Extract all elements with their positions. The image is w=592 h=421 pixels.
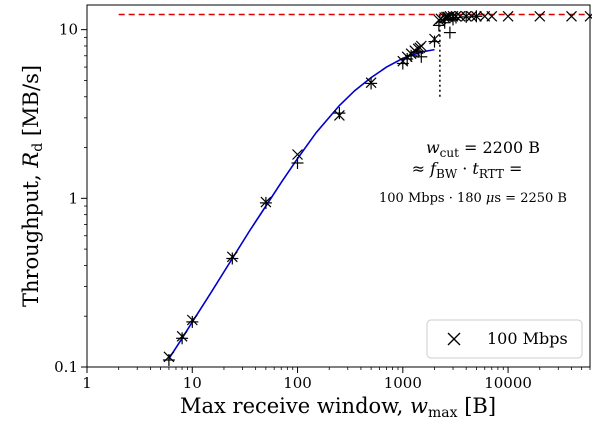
y-axis-title-unit: [MB/s]	[19, 65, 43, 143]
x-axis-title-var: w	[410, 394, 428, 418]
annotation-w-rest: = 2200 B	[459, 138, 540, 157]
data-point-plus	[444, 27, 456, 39]
legend: 100 Mbps	[427, 320, 582, 358]
annotation-line-1: wcut = 2200 B	[426, 138, 540, 160]
annotation-dot: ·	[457, 159, 472, 178]
data-point-x	[503, 11, 513, 21]
annotation-f-sub: BW	[436, 167, 458, 181]
data-point-plus	[163, 354, 175, 366]
x-axis-title-sub: max	[428, 405, 458, 421]
y-axis-title: Throughput, Rd [MB/s]	[19, 65, 46, 307]
data-point-plus	[333, 107, 345, 119]
data-point-x	[585, 11, 592, 21]
legend-label: 100 Mbps	[487, 329, 568, 348]
x-tick-label: 10000	[484, 374, 532, 392]
data-point-plus	[186, 316, 198, 328]
y-tick-label: 0.1	[54, 358, 78, 376]
x-axis-title-main: Max receive window,	[180, 394, 410, 418]
x-axis-title: Max receive window, wmax [B]	[180, 394, 496, 421]
data-point-plus	[226, 253, 238, 265]
annotation-line-3: 100 Mbps · 180 μs = 2250 B	[379, 191, 567, 206]
data-point-plus	[176, 332, 188, 344]
annotation-mu: μ	[486, 191, 494, 206]
plot-frame	[87, 5, 590, 367]
annotation-bw-post: s = 2250 B	[494, 191, 567, 206]
y-axis-title-var: R	[19, 152, 43, 169]
y-tick-label: 1	[68, 189, 78, 207]
annotation-bw-pre: 100 Mbps · 180	[379, 191, 486, 206]
data-point-x	[535, 11, 545, 21]
y-axis-title-sub: d	[30, 143, 46, 152]
annotation-w-sub: cut	[440, 146, 459, 160]
x-tick-label: 10	[183, 374, 202, 392]
annotation-w-var: w	[426, 138, 440, 157]
y-tick-label: 10	[59, 21, 78, 39]
x-tick-label: 100	[283, 374, 312, 392]
y-axis-title-main: Throughput,	[19, 168, 43, 307]
x-tick-label: 1000	[384, 374, 422, 392]
data-point-x	[567, 11, 577, 21]
annotation-line-2: ≈ fBW · tRTT =	[412, 159, 523, 181]
annotation-t-sub: RTT	[479, 167, 504, 181]
x-tick-label: 1	[82, 374, 92, 392]
data-point-x	[487, 11, 497, 21]
data-point-plus	[429, 36, 441, 48]
annotation-approx: ≈	[412, 159, 431, 178]
x-axis-title-unit: [B]	[458, 394, 497, 418]
annotation-eq: =	[504, 159, 523, 178]
